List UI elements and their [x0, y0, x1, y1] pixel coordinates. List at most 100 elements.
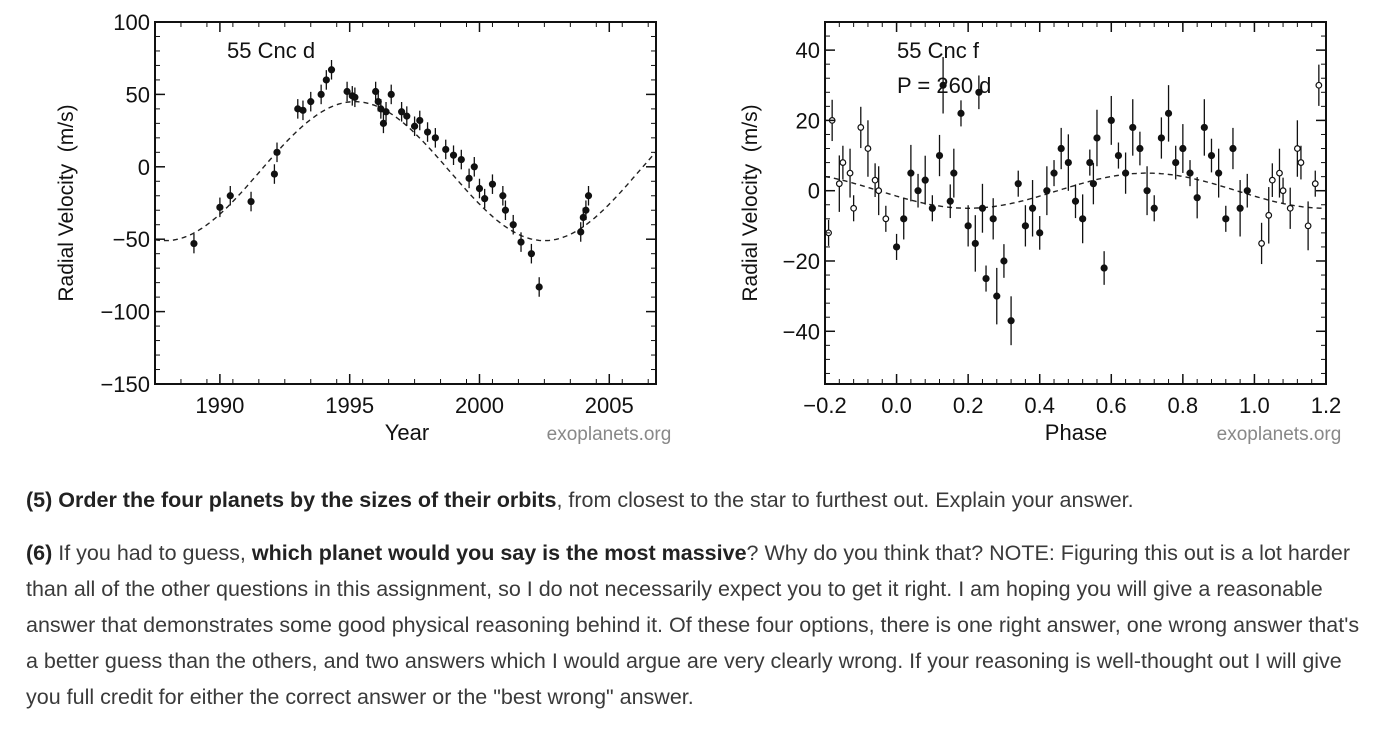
data-point [1286, 204, 1294, 212]
chart-subtitle: P = 260 d [897, 73, 991, 98]
data-point [449, 151, 458, 159]
chart-55-cnc-f: −0.2 0.0 0.2 0.4 0.6 0.8 1.0 1.2 40 20 0 −20 −40 55… [739, 21, 1342, 445]
data-point [372, 87, 380, 96]
data-point [1279, 187, 1287, 195]
data-point [465, 174, 473, 182]
data-point [1086, 158, 1094, 167]
y-tick-label: −40 [783, 319, 820, 344]
data-point [1200, 123, 1208, 132]
question-5: (5) Order the four planets by the sizes … [26, 482, 1366, 518]
y-tick-label: 0 [138, 155, 150, 180]
x-tick-label: 0.0 [881, 393, 912, 418]
data-point [957, 109, 965, 117]
data-point [398, 108, 406, 116]
data-point [226, 192, 234, 200]
y-tick-label: 20 [796, 108, 820, 133]
data-point [1114, 151, 1123, 160]
data-point [1297, 159, 1305, 166]
data-point [1143, 187, 1151, 195]
data-point [975, 88, 983, 96]
data-point [978, 204, 987, 212]
y-tick-label: −20 [783, 249, 820, 274]
data-point [382, 108, 390, 116]
x-tick-label: 2000 [455, 393, 504, 418]
data-point [871, 176, 879, 184]
x-tick-label: 0.4 [1024, 393, 1055, 418]
data-point [1229, 144, 1237, 153]
data-point [1064, 158, 1072, 167]
data-point [470, 163, 478, 171]
data-point [1014, 180, 1022, 188]
data-point [457, 155, 465, 164]
data-point [501, 206, 510, 214]
data-point [1000, 257, 1008, 265]
data-point [343, 87, 351, 96]
data-point [1304, 222, 1312, 230]
x-tick-label: 1990 [195, 393, 244, 418]
data-point [481, 195, 489, 203]
data-point [928, 204, 936, 212]
question-number: (6) [26, 541, 53, 565]
data-point [387, 90, 395, 99]
data-point [850, 204, 858, 212]
data-point [299, 106, 307, 114]
plot-frame [154, 21, 657, 385]
data-point [527, 250, 535, 258]
data-point [946, 197, 954, 205]
data-point [964, 222, 972, 230]
data-point [1157, 134, 1165, 142]
y-tick-label: −100 [100, 300, 150, 325]
y-axis-label: Radial Velocity (m/s) [55, 104, 78, 301]
data-point [431, 134, 439, 142]
data-point [1021, 222, 1030, 230]
data-point [1186, 169, 1194, 177]
data-point [939, 81, 947, 89]
data-point [1121, 169, 1130, 177]
question-text: ? Why do you think that? NOTE: Figuring … [26, 541, 1360, 709]
data-point [577, 228, 585, 236]
data-point [989, 215, 997, 223]
credit-label: exoplanets.org [547, 424, 672, 445]
data-point [1315, 81, 1323, 89]
data-point [1268, 176, 1276, 184]
data-point [1236, 204, 1244, 212]
question-emphasis: which planet would you say is the most m… [251, 541, 747, 565]
data-point [1050, 169, 1058, 177]
data-point [1036, 229, 1044, 237]
data-point [914, 187, 922, 195]
x-tick-label: 0.2 [953, 393, 984, 418]
data-point [247, 197, 255, 206]
credit-label: exoplanets.org [1217, 424, 1342, 445]
data-point [416, 116, 424, 125]
data-point [488, 180, 497, 188]
data-point [907, 169, 915, 177]
y-tick-label: −50 [113, 227, 150, 252]
data-point [1172, 158, 1180, 167]
y-tick-label: 40 [796, 38, 820, 63]
y-tick-label: 0 [808, 179, 820, 204]
data-point [1093, 134, 1101, 142]
data-point [1207, 151, 1216, 160]
data-point [1100, 264, 1108, 272]
x-tick-label: 0.8 [1168, 393, 1199, 418]
data-point [216, 203, 224, 211]
data-point [475, 184, 484, 193]
data-point [582, 206, 590, 214]
y-tick-label: −150 [100, 372, 150, 397]
chart-title: 55 Cnc f [897, 38, 980, 63]
data-point [1222, 215, 1230, 223]
data-point [1028, 204, 1037, 212]
question-text: , from closest to the star to furthest o… [556, 488, 1134, 512]
x-tick-label: 1.0 [1239, 393, 1270, 418]
y-axis-label: Radial Velocity (m/s) [739, 104, 762, 301]
data-point [1043, 187, 1051, 195]
x-tick-label: 2005 [585, 393, 634, 418]
plot-frame [824, 21, 1327, 385]
data-point [327, 66, 336, 74]
data-point [509, 221, 517, 229]
model-curve-55-cnc-d [154, 100, 657, 242]
data-point [1071, 197, 1080, 205]
data-point [190, 239, 198, 248]
y-tick-label: 100 [113, 10, 150, 35]
question-text-lead: If you had to guess, [52, 541, 252, 565]
